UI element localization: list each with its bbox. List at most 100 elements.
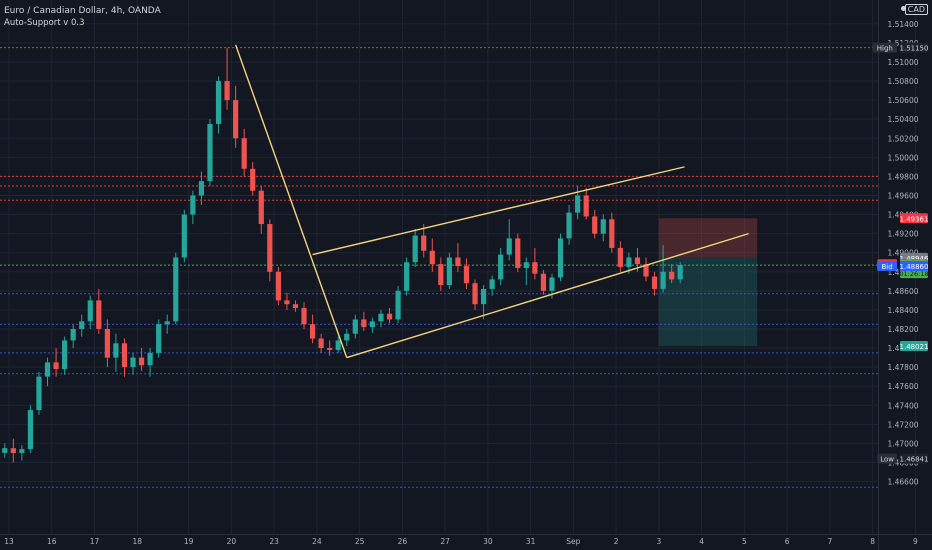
x-tick-label: 26 [398, 537, 408, 546]
price-label-bid: 1.48860 Bid [877, 261, 929, 272]
candle-body [386, 313, 393, 320]
candle-body [147, 352, 153, 366]
x-tick-label: Sep [566, 537, 580, 546]
candle-body [421, 235, 427, 251]
candle-body [327, 348, 333, 350]
x-tick-label: 4 [699, 537, 704, 546]
candle-body [549, 277, 555, 291]
candle-body [181, 214, 187, 258]
candle-body [335, 340, 341, 350]
price-tag-text: Bid [881, 263, 892, 271]
position-reward-zone [658, 257, 758, 347]
y-tick-label: 1.48600 [887, 287, 918, 296]
x-tick-label: 8 [870, 537, 875, 546]
candle-body [190, 195, 196, 215]
candle-body [523, 262, 529, 268]
candles [2, 47, 683, 463]
trendline [312, 166, 685, 256]
candle-body [224, 81, 230, 101]
candle-body [2, 448, 8, 453]
candle-body [395, 290, 401, 320]
price-label-box [900, 213, 928, 224]
x-tick-label: 24 [312, 537, 322, 546]
candle-body [600, 219, 606, 234]
indicator-label[interactable]: Auto-Support v 0.3 [4, 18, 85, 28]
y-tick-label: 1.47000 [887, 439, 918, 448]
currency-badge[interactable]: CAD [904, 4, 928, 15]
y-tick-label: 1.51000 [887, 58, 918, 67]
price-label-box [900, 42, 928, 53]
candle-body [36, 376, 42, 411]
x-tick-label: 17 [90, 537, 100, 546]
candle-body [677, 265, 683, 280]
candle-body [626, 257, 632, 267]
price-label-value: 1.46841 [900, 456, 929, 464]
candle-body [446, 257, 452, 286]
candle-body [309, 324, 316, 339]
candle-body [292, 304, 299, 309]
candle-body [361, 319, 367, 328]
candle-body [130, 357, 136, 368]
y-tick-label: 1.49800 [887, 172, 918, 181]
x-tick-label: 5 [742, 537, 747, 546]
candle-body [233, 100, 239, 139]
candle-body [53, 362, 59, 370]
candle-body [660, 271, 666, 289]
candle-body [344, 333, 350, 341]
price-tag-box [877, 453, 897, 464]
price-label-low: 1.46841 Low [877, 453, 929, 464]
candle-body [480, 288, 487, 305]
y-tick-label: 1.50200 [887, 134, 918, 143]
candle-body [275, 271, 281, 301]
y-tick-label: 1.49200 [887, 230, 918, 239]
candle-body [156, 324, 162, 353]
price-tag-text: High [877, 45, 893, 53]
candle-body [241, 138, 247, 169]
y-tick-label: 1.48400 [887, 306, 918, 315]
trendline [346, 232, 749, 359]
countdown-label: 01:26:18 [899, 270, 928, 278]
candle-body [463, 266, 470, 284]
candle-body [429, 250, 435, 265]
x-tick-label: 19 [184, 537, 194, 546]
candle-body [284, 300, 290, 305]
candle-body [404, 262, 410, 291]
candle-body [318, 338, 324, 349]
candle-body [540, 273, 547, 291]
y-tick-label: 1.49600 [887, 191, 918, 200]
y-tick-label: 1.50000 [887, 153, 918, 162]
candle-body [62, 340, 68, 370]
candle-body [489, 279, 495, 289]
candle-body [138, 357, 145, 366]
y-tick-label: 1.47200 [887, 420, 918, 429]
x-tick-label: 25 [355, 537, 365, 546]
y-tick-label: 1.46600 [887, 478, 918, 487]
candle-body [164, 321, 170, 325]
trendline [234, 44, 348, 358]
candle-body [412, 235, 418, 263]
candle-body [634, 257, 641, 265]
y-tick-label: 1.51400 [887, 20, 918, 29]
candle-body [70, 328, 76, 341]
candle-body [44, 362, 51, 377]
candle-body [438, 264, 444, 286]
candle-body [566, 212, 572, 239]
candle-body [617, 247, 623, 267]
candle-body [198, 181, 205, 196]
candle-body [10, 448, 16, 453]
price-label-red: 1.49361 [900, 213, 929, 224]
price-label-value: 1.48860 [900, 263, 929, 271]
candle-body [27, 410, 34, 450]
x-tick-label: 7 [827, 537, 832, 546]
x-tick-label: 2 [614, 537, 619, 546]
price-label-value: 1.49361 [900, 215, 929, 223]
y-tick-label: 1.47400 [887, 401, 918, 410]
y-tick-label: 1.50600 [887, 96, 918, 105]
candle-body [250, 168, 256, 191]
candle-body [87, 300, 93, 322]
x-tick-label: 13 [4, 537, 14, 546]
price-label-value: 1.48946 [900, 255, 929, 263]
candle-body [79, 321, 85, 329]
candle-body [19, 449, 25, 453]
